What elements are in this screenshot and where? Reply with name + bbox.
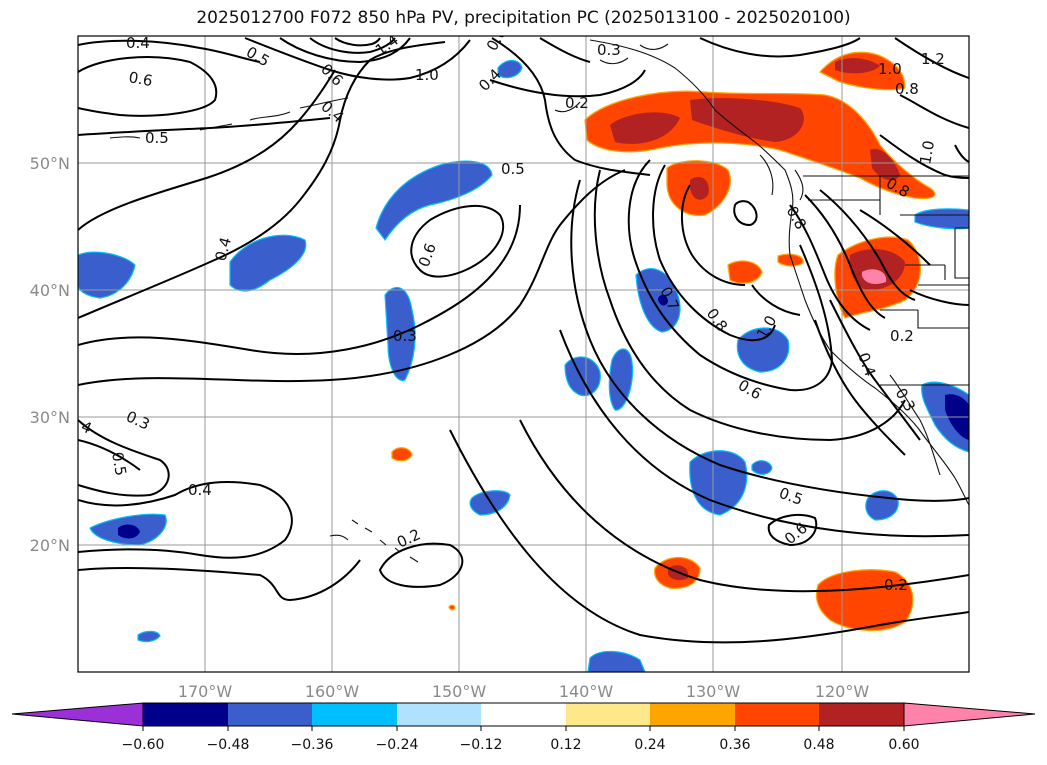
map-frame: [77, 35, 970, 673]
contour-label: 0.2: [884, 576, 908, 594]
lon-label: 140°W: [559, 682, 614, 701]
coastlines: [109, 39, 969, 563]
contour-label: 1.0: [415, 66, 439, 84]
lat-label: 20°N: [30, 536, 70, 555]
colorbar-tick-label: 0.24: [634, 737, 665, 753]
contour-label: 0.4: [126, 34, 150, 52]
colorbar-tick-label: −0.24: [376, 737, 419, 753]
colorbar-tick-label: 0.12: [550, 737, 581, 753]
colorbar-segment: [481, 703, 566, 726]
lon-label: 130°W: [686, 682, 741, 701]
lon-label: 150°W: [432, 682, 487, 701]
colorbar-extend-left: [11, 702, 144, 727]
contour-label: 0.5: [145, 129, 169, 147]
map-title: 2025012700 F072 850 hPa PV, precipitatio…: [196, 8, 851, 28]
graticule: [78, 36, 969, 672]
contour-label: 1.0: [916, 139, 938, 166]
colorbar-ticks: [142, 726, 905, 731]
contour-label: 0.8: [895, 80, 919, 98]
lon-label: 120°W: [815, 682, 870, 701]
contour-label: 0.5: [108, 451, 130, 478]
strong-positive-anomalies: [610, 58, 905, 581]
latitude-labels: 50°N 40°N 30°N 20°N: [30, 154, 70, 555]
colorbar-segment: [312, 703, 397, 726]
contour-label: 0.5: [501, 160, 525, 178]
lat-label: 50°N: [30, 154, 70, 173]
contour-label: 0.3: [597, 41, 621, 59]
lat-label: 40°N: [30, 281, 70, 300]
contour-label: 0.2: [890, 327, 914, 345]
colorbar-segment: [397, 703, 481, 726]
contour-label: 1.2: [921, 50, 945, 68]
colorbar-extend-right: [903, 702, 1036, 727]
lon-label: 170°W: [178, 682, 233, 701]
colorbar-segment: [650, 703, 735, 726]
colorbar-tick-label: −0.12: [460, 737, 503, 753]
contour-label: 0.3: [393, 327, 417, 345]
lat-label: 30°N: [30, 408, 70, 427]
contour-label: 1.0: [878, 60, 902, 78]
contour-label: 0.4: [211, 235, 235, 263]
colorbar-segment: [143, 703, 228, 726]
contour-label: 0.4: [188, 481, 212, 499]
colorbar-tick-label: −0.36: [291, 737, 334, 753]
colorbar-tick-label: 0.36: [719, 737, 750, 753]
colorbar-segment: [228, 703, 312, 726]
longitude-labels: 170°W 160°W 150°W 140°W 130°W 120°W: [178, 682, 870, 701]
colorbar-outline: [142, 702, 905, 727]
lon-label: 160°W: [305, 682, 360, 701]
colorbar-tick-label: 0.48: [803, 737, 834, 753]
colorbar-segment: [566, 703, 650, 726]
colorbar-segment: [735, 703, 819, 726]
contour-label: 0.6: [127, 68, 154, 90]
pv-contours: [78, 37, 969, 644]
contour-label: 0.2: [565, 94, 589, 112]
colorbar-tick-label: −0.48: [207, 737, 250, 753]
colorbar-tick-label: 0.60: [888, 737, 919, 753]
colorbar-tick-label: −0.60: [122, 737, 165, 753]
map-area: 0.4 0.5 1.4 0.6 0.3 1.2 1.0 0.8 0.6 0.4 …: [78, 34, 969, 672]
colorbar-segment: [819, 703, 904, 726]
colorbar: −0.60 −0.48 −0.36 −0.24 −0.12 0.12 0.24 …: [11, 702, 1036, 753]
